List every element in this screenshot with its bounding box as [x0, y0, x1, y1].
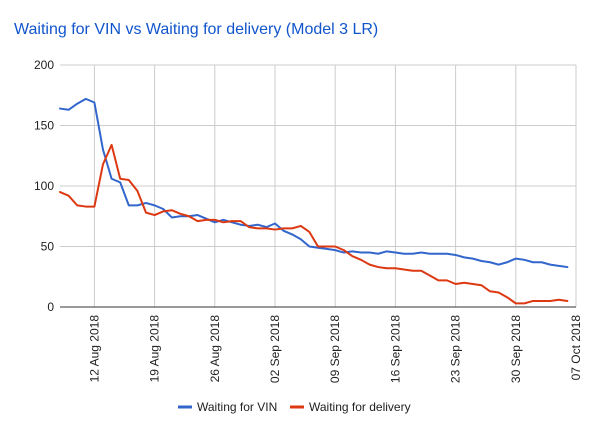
- chart-title: Waiting for VIN vs Waiting for delivery …: [14, 21, 378, 38]
- x-tick-label: 26 Aug 2018: [208, 315, 222, 383]
- legend: Waiting for VIN Waiting for delivery: [178, 400, 411, 414]
- legend-label-1: Waiting for delivery: [309, 400, 411, 414]
- y-axis: 0 50 100 150 200: [34, 58, 54, 314]
- x-tick-label: 23 Sep 2018: [449, 315, 463, 383]
- x-tick-label: 30 Sep 2018: [509, 315, 523, 383]
- x-axis: 12 Aug 2018 19 Aug 2018 26 Aug 2018 02 Sep …: [87, 315, 583, 383]
- x-tick-label: 19 Aug 2018: [148, 315, 162, 383]
- y-tick-label: 0: [47, 300, 54, 314]
- x-tick-label: 12 Aug 2018: [87, 315, 101, 383]
- gridlines: [60, 64, 577, 307]
- x-tick-label: 07 Oct 2018: [569, 315, 583, 381]
- plot-area: [59, 97, 569, 305]
- x-tick-label: 09 Sep 2018: [328, 315, 342, 383]
- legend-label-0: Waiting for VIN: [197, 400, 277, 414]
- y-tick-label: 150: [34, 119, 54, 133]
- x-tick-label: 02 Sep 2018: [268, 315, 282, 383]
- y-tick-label: 50: [41, 240, 55, 254]
- series-line-0: [59, 97, 569, 269]
- x-tick-label: 16 Sep 2018: [388, 315, 402, 383]
- y-tick-label: 100: [34, 179, 54, 193]
- y-tick-label: 200: [34, 58, 54, 72]
- series-line-1: [59, 143, 569, 305]
